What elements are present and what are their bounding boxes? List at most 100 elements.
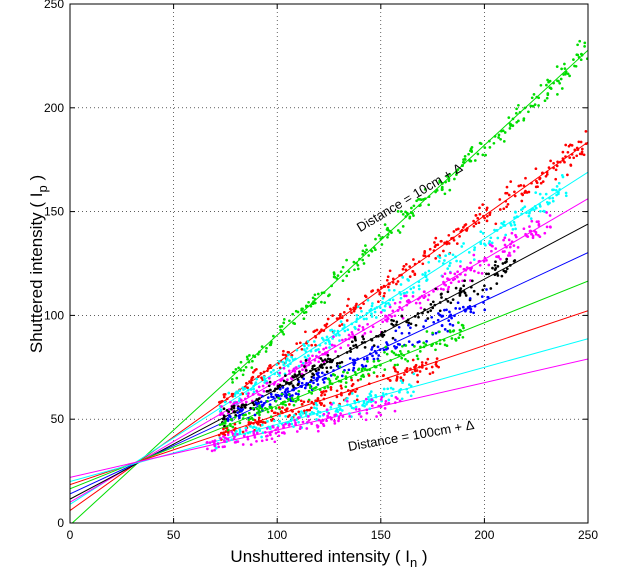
data-point [493, 263, 497, 267]
data-point [456, 168, 460, 171]
data-point [457, 336, 461, 340]
data-point [286, 364, 290, 368]
data-point [273, 389, 276, 393]
data-point [270, 437, 274, 441]
data-point [233, 435, 236, 439]
data-point [399, 379, 403, 383]
data-point [346, 371, 349, 375]
data-point [365, 248, 368, 252]
data-point [442, 280, 445, 284]
data-point [387, 398, 391, 402]
series-1-points [217, 130, 588, 413]
data-point [529, 217, 533, 220]
data-point [222, 435, 225, 438]
data-point [312, 340, 316, 343]
data-point [566, 150, 570, 154]
data-point [347, 392, 351, 396]
data-point [377, 354, 381, 357]
data-point [213, 444, 217, 448]
data-point [530, 181, 533, 185]
data-point [385, 278, 389, 282]
data-point [359, 415, 363, 418]
data-point [502, 207, 506, 211]
data-point [297, 392, 300, 396]
data-point [280, 431, 284, 435]
data-point [439, 239, 443, 243]
data-point [546, 78, 549, 82]
data-point [337, 379, 341, 383]
data-point [494, 222, 498, 226]
data-point [344, 385, 348, 389]
data-point [554, 188, 558, 192]
data-point [299, 374, 303, 378]
data-point [473, 304, 477, 308]
data-point [335, 395, 339, 399]
series-0-points [230, 39, 588, 384]
data-point [494, 247, 498, 250]
data-point [435, 189, 439, 192]
data-point [398, 300, 402, 304]
data-point [332, 335, 335, 339]
data-point [391, 336, 395, 340]
data-point [489, 287, 493, 290]
data-point [286, 387, 289, 390]
data-point [282, 332, 286, 336]
data-point [300, 363, 304, 367]
data-point [306, 340, 310, 343]
y-tick-label: 150 [44, 205, 64, 219]
data-point [242, 413, 245, 417]
data-point [426, 310, 430, 314]
data-point [557, 181, 561, 185]
data-point [479, 230, 483, 234]
data-point [522, 227, 526, 231]
data-point [485, 219, 489, 223]
data-point [250, 381, 253, 385]
data-point [236, 432, 239, 436]
data-point [309, 304, 313, 308]
data-point [231, 381, 234, 384]
data-point [371, 289, 375, 292]
data-point [511, 117, 515, 121]
data-point [568, 156, 572, 159]
data-point [361, 373, 365, 377]
data-point [286, 378, 289, 382]
data-point [315, 418, 318, 421]
data-point [567, 144, 571, 148]
data-point [328, 381, 332, 385]
data-point [233, 394, 237, 398]
data-point [288, 359, 291, 362]
data-point [305, 347, 309, 350]
data-point [361, 335, 364, 338]
data-point [370, 404, 374, 408]
data-point [384, 345, 388, 349]
data-point [287, 369, 291, 373]
data-point [557, 79, 560, 83]
data-point [465, 266, 469, 269]
series-7-points [217, 357, 440, 441]
data-point [468, 159, 472, 163]
data-point [483, 308, 487, 312]
data-point [442, 249, 445, 253]
data-point [278, 414, 282, 418]
data-point [372, 344, 376, 347]
data-point [436, 318, 440, 322]
data-point [455, 173, 458, 176]
data-point [300, 308, 303, 312]
data-point [503, 250, 506, 253]
data-point [537, 220, 540, 223]
fit-line-0 [71, 49, 588, 523]
data-point [440, 296, 443, 299]
data-point [248, 354, 251, 357]
data-point [247, 360, 251, 364]
data-point [330, 403, 333, 406]
data-point [357, 400, 361, 404]
data-point [431, 300, 435, 304]
data-point [463, 155, 467, 158]
data-point [269, 415, 273, 419]
data-point [561, 175, 565, 179]
data-point [564, 194, 568, 198]
data-point [580, 52, 583, 56]
data-point [416, 380, 420, 384]
data-point [580, 152, 584, 156]
fit-lines [70, 49, 588, 523]
